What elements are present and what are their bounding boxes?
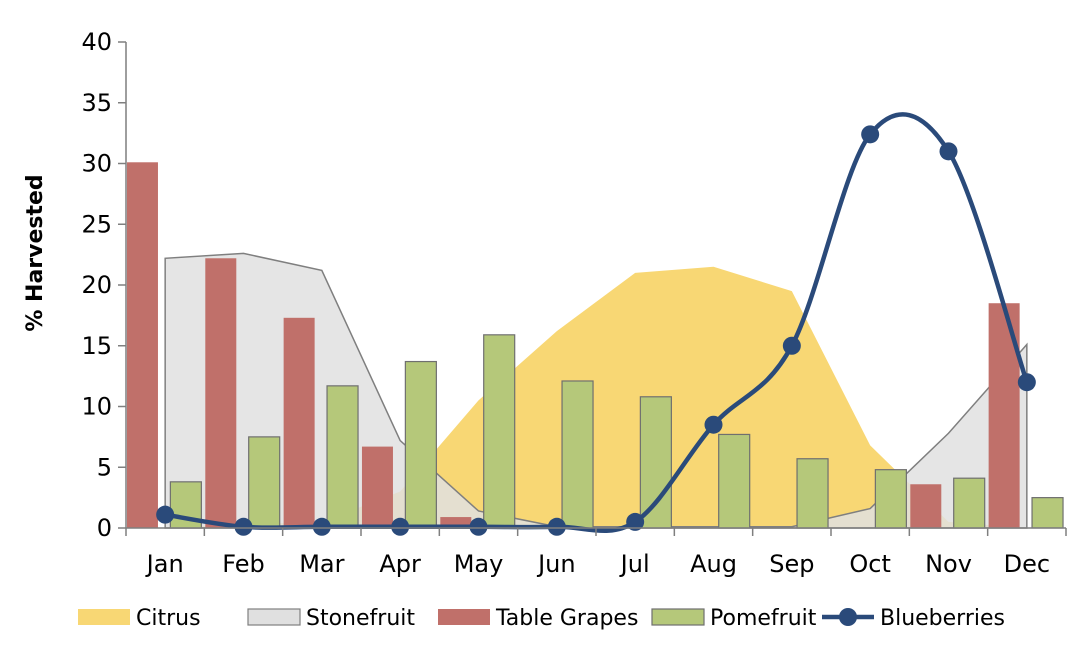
bar-pomefruit-feb: [248, 436, 281, 529]
y-tick-label: 30: [81, 150, 112, 178]
y-tick-label: 15: [81, 332, 112, 360]
bar-pomefruit-sep: [796, 458, 829, 529]
bar-pomefruit-mar: [326, 385, 359, 529]
bar-series-group: [126, 162, 1064, 529]
bar-pomefruit-apr: [404, 360, 437, 529]
y-tick-label: 5: [97, 453, 112, 481]
bar-table-grapes-feb: [205, 258, 237, 528]
point-blueberries-mar: [312, 517, 331, 536]
legend-label-table-grapes: Table Grapes: [495, 606, 638, 631]
bar-pomefruit-may: [483, 334, 516, 529]
legend-item-blueberries: Blueberries: [822, 606, 1005, 631]
bar-pomefruit-oct: [874, 469, 907, 529]
bar-pomefruit-jul: [639, 396, 672, 529]
legend-label-stonefruit: Stonefruit: [306, 606, 415, 631]
x-tick-label: Feb: [222, 550, 265, 578]
point-blueberries-nov: [939, 142, 958, 161]
legend-label-blueberries: Blueberries: [880, 606, 1005, 631]
x-tick-label: Oct: [849, 550, 891, 578]
y-tick-label: 0: [97, 514, 112, 542]
bar-table-grapes-mar: [283, 317, 315, 528]
line-series-group: [156, 112, 1036, 536]
legend-item-stonefruit: Stonefruit: [247, 606, 415, 631]
legend-swatch-table-grapes: [438, 609, 490, 625]
point-blueberries-aug: [704, 415, 723, 434]
point-blueberries-may: [469, 517, 488, 536]
point-blueberries-jan: [156, 505, 175, 524]
y-tick-label: 35: [81, 89, 112, 117]
x-tick-label: Dec: [1004, 550, 1050, 578]
y-axis-title: % Harvested: [23, 174, 48, 331]
x-tick-label: Jun: [536, 550, 576, 578]
bar-table-grapes-may: [440, 517, 472, 528]
y-tick-label: 10: [81, 393, 112, 421]
point-blueberries-sep: [782, 336, 801, 355]
legend-swatch-pomefruit: [651, 608, 705, 626]
point-blueberries-feb: [234, 517, 253, 536]
bar-pomefruit-jun: [561, 380, 594, 529]
legend-label-citrus: Citrus: [136, 606, 201, 631]
bar-pomefruit-aug: [718, 433, 751, 529]
point-blueberries-oct: [861, 125, 880, 144]
y-tick-label: 25: [81, 210, 112, 238]
legend-item-table-grapes: Table Grapes: [438, 606, 638, 631]
x-tick-label: Nov: [925, 550, 972, 578]
legend-item-pomefruit: Pomefruit: [651, 606, 817, 631]
x-tick-label: May: [454, 550, 504, 578]
legend-label-pomefruit: Pomefruit: [710, 606, 817, 631]
bar-pomefruit-nov: [953, 477, 986, 529]
axes-group: 0 5 10 15 20 25 30 35 40 Jan Feb Mar Apr May Jun Jul Aug…: [81, 28, 1067, 578]
bar-table-grapes-jan: [126, 162, 158, 528]
legend-marker-blueberries: [839, 608, 857, 626]
point-blueberries-jun: [547, 517, 566, 536]
legend-swatch-stonefruit: [247, 608, 301, 626]
x-tick-label: Mar: [299, 550, 344, 578]
point-blueberries-apr: [391, 517, 410, 536]
legend-swatch-citrus: [78, 609, 130, 625]
x-tick-label: Jul: [619, 550, 650, 578]
point-blueberries-dec: [1017, 373, 1036, 392]
x-tick-label: Apr: [379, 550, 421, 578]
y-tick-label: 20: [81, 271, 112, 299]
legend: Citrus Stonefruit Table Grapes Pomefruit Blu…: [78, 606, 1005, 631]
point-blueberries-jul: [626, 512, 645, 531]
legend-item-citrus: Citrus: [78, 606, 201, 631]
x-tick-label: Sep: [769, 550, 814, 578]
y-tick-label: 40: [81, 28, 112, 56]
x-tick-label: Aug: [690, 550, 737, 578]
bar-table-grapes-apr: [361, 446, 393, 528]
bar-table-grapes-nov: [910, 484, 942, 528]
bar-pomefruit-dec: [1031, 497, 1064, 529]
x-tick-label: Jan: [145, 550, 184, 578]
